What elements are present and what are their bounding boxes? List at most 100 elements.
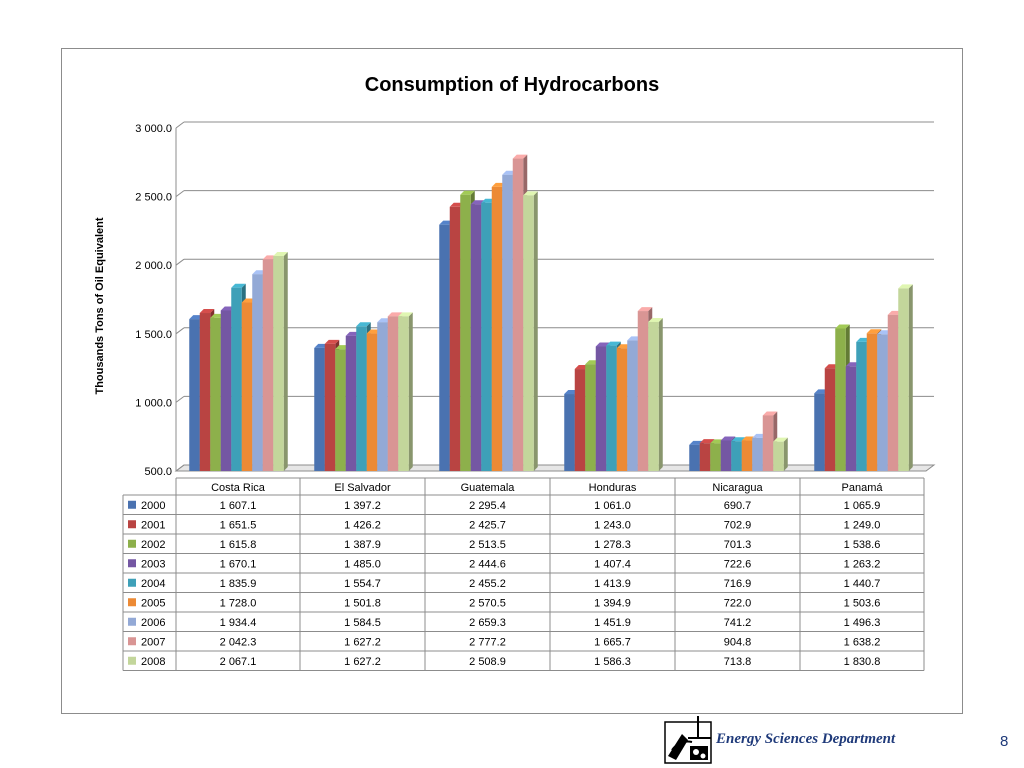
data-label: 2 508.9 [469, 656, 506, 668]
y-axis-label: Thousands Tons of Oil Equivalent [94, 217, 106, 394]
data-label: 1 615.8 [220, 539, 257, 551]
bar [648, 317, 663, 471]
y-tick-label: 2 000.0 [135, 260, 172, 272]
data-label: 2 455.2 [469, 578, 506, 590]
legend-swatch [128, 559, 136, 568]
legend-swatch [128, 500, 136, 509]
data-label: 1 501.8 [344, 598, 381, 610]
y-tick-label: 1 500.0 [135, 329, 172, 341]
gridline-diagonal [175, 258, 185, 266]
gridline-diagonal [175, 327, 185, 335]
data-label: 713.8 [724, 656, 752, 668]
data-label: 1 249.0 [844, 520, 881, 532]
data-label: 2 777.2 [469, 637, 506, 649]
data-label: 722.0 [724, 598, 752, 610]
data-label: 1 835.9 [220, 578, 257, 590]
data-label: 1 638.2 [844, 637, 881, 649]
y-tick-label: 3 000.0 [135, 123, 172, 135]
data-label: 1 627.2 [344, 637, 381, 649]
data-label: 2 513.5 [469, 539, 506, 551]
chart-frame: Consumption of Hydrocarbons Thousands To… [61, 48, 963, 714]
data-label: 1 263.2 [844, 559, 881, 571]
category-label: Nicaragua [712, 482, 763, 494]
legend-entry: 2006 [141, 617, 165, 629]
data-label: 1 538.6 [844, 539, 881, 551]
legend-entry: 2004 [141, 578, 165, 590]
data-label: 1 397.2 [344, 500, 381, 512]
data-label: 702.9 [724, 520, 752, 532]
bar [773, 437, 788, 471]
legend-swatch [128, 637, 136, 646]
data-label: 904.8 [724, 637, 752, 649]
data-label: 1 061.0 [594, 500, 631, 512]
data-label: 2 067.1 [220, 656, 257, 668]
page-number: 8 [1000, 733, 1009, 750]
bar [898, 284, 913, 471]
data-label: 1 728.0 [220, 598, 257, 610]
data-label: 2 425.7 [469, 520, 506, 532]
legend-entry: 2005 [141, 598, 165, 610]
data-table: Costa Rica El Salvador Guatemala Honduras Ni… [122, 477, 925, 671]
y-tick-label: 500.0 [144, 466, 172, 478]
data-label: 722.6 [724, 559, 752, 571]
bar-chart: Consumption of Hydrocarbons Thousands To… [94, 74, 936, 671]
department-name: Energy Sciences Department [716, 731, 896, 747]
legend-entry: 2008 [141, 656, 165, 668]
data-label: 2 570.5 [469, 598, 506, 610]
bar [273, 251, 288, 471]
gridline-diagonal [175, 395, 185, 403]
data-label: 1 586.3 [594, 656, 631, 668]
gridline-diagonal [175, 464, 185, 472]
data-label: 1 451.9 [594, 617, 631, 629]
data-label: 1 413.9 [594, 578, 631, 590]
legend-entry: 2001 [141, 520, 165, 532]
gridline-diagonal [175, 190, 185, 198]
data-label: 1 485.0 [344, 559, 381, 571]
category-label: Panamá [842, 482, 884, 494]
data-label: 741.2 [724, 617, 752, 629]
data-label: 2 042.3 [220, 637, 257, 649]
category-label: Costa Rica [211, 482, 266, 494]
data-label: 1 670.1 [220, 559, 257, 571]
data-label: 1 934.4 [220, 617, 257, 629]
legend-entry: 2003 [141, 559, 165, 571]
bars [189, 154, 913, 472]
chart-title: Consumption of Hydrocarbons [365, 74, 659, 96]
legend-swatch [128, 520, 136, 529]
data-label: 2 295.4 [469, 500, 506, 512]
legend-swatch [128, 578, 136, 587]
data-label: 1 627.2 [344, 656, 381, 668]
data-label: 1 584.5 [344, 617, 381, 629]
data-label: 1 651.5 [220, 520, 257, 532]
category-label: Honduras [589, 482, 637, 494]
department-logo-icon [664, 716, 712, 764]
data-label: 1 440.7 [844, 578, 881, 590]
data-label: 1 607.1 [220, 500, 257, 512]
data-label: 2 659.3 [469, 617, 506, 629]
data-label: 1 387.9 [344, 539, 381, 551]
data-label: 1 243.0 [594, 520, 631, 532]
data-label: 1 496.3 [844, 617, 881, 629]
y-tick-label: 1 000.0 [135, 397, 172, 409]
data-label: 1 665.7 [594, 637, 631, 649]
data-label: 1 554.7 [344, 578, 381, 590]
data-label: 1 503.6 [844, 598, 881, 610]
data-label: 1 394.9 [594, 598, 631, 610]
legend-swatch [128, 539, 136, 548]
legend-entry: 2000 [141, 500, 165, 512]
legend-swatch [128, 656, 136, 665]
bar [523, 191, 538, 472]
gridline-diagonal [175, 121, 185, 129]
y-tick-label: 2 500.0 [135, 192, 172, 204]
legend-entry: 2007 [141, 637, 165, 649]
data-label: 716.9 [724, 578, 752, 590]
data-label: 2 444.6 [469, 559, 506, 571]
data-label: 1 065.9 [844, 500, 881, 512]
category-label: El Salvador [334, 482, 391, 494]
legend-swatch [128, 617, 136, 626]
bar [398, 312, 413, 471]
data-label: 690.7 [724, 500, 752, 512]
category-label: Guatemala [461, 482, 516, 494]
data-label: 1 830.8 [844, 656, 881, 668]
data-label: 1 278.3 [594, 539, 631, 551]
